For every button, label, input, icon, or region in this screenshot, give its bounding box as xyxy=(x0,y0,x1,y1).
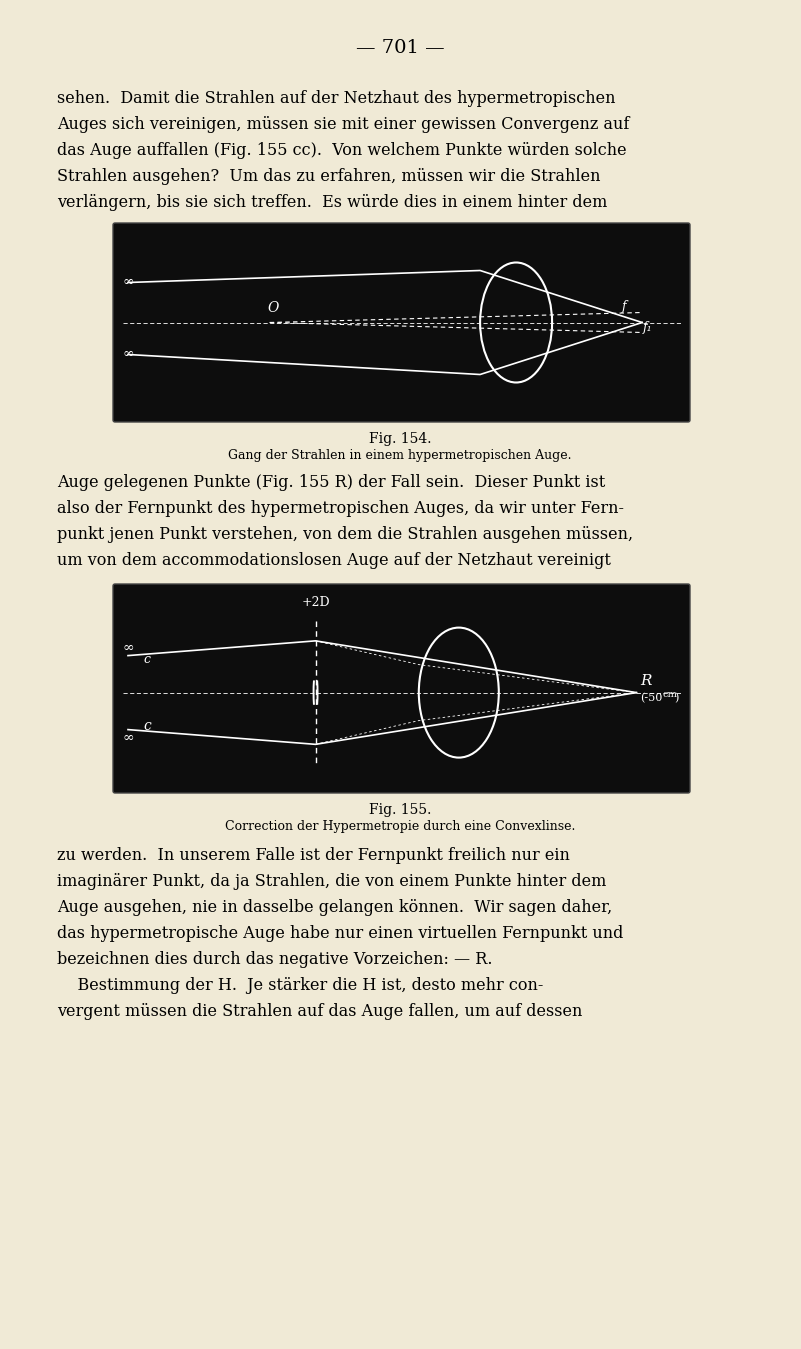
Text: das Auge auffallen (Fig. 155 cc).  Von welchem Punkte würden solche: das Auge auffallen (Fig. 155 cc). Von we… xyxy=(57,142,626,159)
Text: zu werden.  In unserem Falle ist der Fernpunkt freilich nur ein: zu werden. In unserem Falle ist der Fern… xyxy=(57,847,570,863)
Text: Bestimmung der H.  Je stärker die H ist, desto mehr con-: Bestimmung der H. Je stärker die H ist, … xyxy=(57,977,543,994)
Text: — 701 —: — 701 — xyxy=(356,39,445,57)
FancyBboxPatch shape xyxy=(113,584,690,793)
Text: das hypermetropische Auge habe nur einen virtuellen Fernpunkt und: das hypermetropische Auge habe nur einen… xyxy=(57,925,623,942)
Text: f₁: f₁ xyxy=(643,321,653,335)
Text: c: c xyxy=(143,719,151,733)
Text: um von dem accommodationslosen Auge auf der Netzhaut vereinigt: um von dem accommodationslosen Auge auf … xyxy=(57,552,611,569)
Text: Fig. 155.: Fig. 155. xyxy=(368,803,431,817)
Text: ∞: ∞ xyxy=(123,731,135,745)
Text: imaginärer Punkt, da ja Strahlen, die von einem Punkte hinter dem: imaginärer Punkt, da ja Strahlen, die vo… xyxy=(57,873,606,890)
Text: Auges sich vereinigen, müssen sie mit einer gewissen Convergenz auf: Auges sich vereinigen, müssen sie mit ei… xyxy=(57,116,630,134)
Text: also der Fernpunkt des hypermetropischen Auges, da wir unter Fern-: also der Fernpunkt des hypermetropischen… xyxy=(57,500,624,517)
Text: +2D: +2D xyxy=(301,596,330,608)
Text: O: O xyxy=(268,301,279,316)
Text: Fig. 154.: Fig. 154. xyxy=(368,432,431,447)
Text: Correction der Hypermetropie durch eine Convexlinse.: Correction der Hypermetropie durch eine … xyxy=(225,820,575,832)
Text: c: c xyxy=(143,653,150,666)
Text: bezeichnen dies durch das negative Vorzeichen: — R.: bezeichnen dies durch das negative Vorze… xyxy=(57,951,493,969)
Text: ∞: ∞ xyxy=(123,641,135,654)
Text: ∞: ∞ xyxy=(123,348,135,362)
Text: Gang der Strahlen in einem hypermetropischen Auge.: Gang der Strahlen in einem hypermetropis… xyxy=(228,449,572,461)
Text: punkt jenen Punkt verstehen, von dem die Strahlen ausgehen müssen,: punkt jenen Punkt verstehen, von dem die… xyxy=(57,526,633,544)
Text: Strahlen ausgehen?  Um das zu erfahren, müssen wir die Strahlen: Strahlen ausgehen? Um das zu erfahren, m… xyxy=(57,169,601,185)
Text: verlängern, bis sie sich treffen.  Es würde dies in einem hinter dem: verlängern, bis sie sich treffen. Es wür… xyxy=(57,194,607,210)
Text: Auge gelegenen Punkte (Fig. 155 R) der Fall sein.  Dieser Punkt ist: Auge gelegenen Punkte (Fig. 155 R) der F… xyxy=(57,473,606,491)
Text: (-50: (-50 xyxy=(641,692,662,703)
Text: ∞: ∞ xyxy=(123,275,135,290)
Text: sehen.  Damit die Strahlen auf der Netzhaut des hypermetropischen: sehen. Damit die Strahlen auf der Netzha… xyxy=(57,90,615,107)
FancyBboxPatch shape xyxy=(113,223,690,422)
Text: cm: cm xyxy=(662,691,678,699)
Text: f: f xyxy=(622,299,627,313)
Text: vergent müssen die Strahlen auf das Auge fallen, um auf dessen: vergent müssen die Strahlen auf das Auge… xyxy=(57,1004,582,1020)
Text: R: R xyxy=(641,673,652,688)
Text: Auge ausgehen, nie in dasselbe gelangen können.  Wir sagen daher,: Auge ausgehen, nie in dasselbe gelangen … xyxy=(57,898,612,916)
Text: ): ) xyxy=(674,692,678,703)
